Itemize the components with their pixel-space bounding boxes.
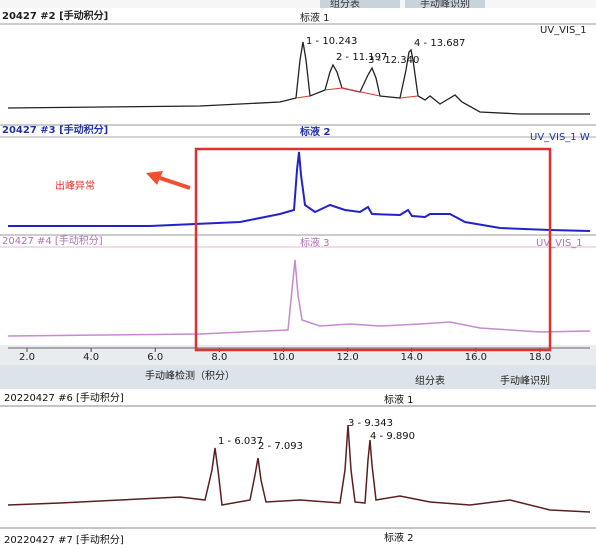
panel-header: 20220427 #6 [手动积分] bbox=[4, 391, 124, 404]
peak-label: 3 - 12.340 bbox=[368, 55, 419, 66]
panel-header: 20427 #4 [手动积分] bbox=[2, 234, 103, 247]
channel: UV_VIS_1 W bbox=[530, 132, 590, 143]
tab-bar bbox=[0, 365, 596, 389]
peak-label: 1 - 6.037 bbox=[218, 436, 263, 447]
panel-header: 20427 #3 [手动积分] bbox=[2, 123, 108, 136]
tab-label[interactable]: 手动峰识别 bbox=[500, 374, 550, 387]
channel: UV_VIS_1 bbox=[540, 25, 587, 36]
chromatogram bbox=[7, 41, 590, 115]
sample-name: 标液 1 bbox=[300, 11, 330, 24]
sample-name: 标液 2 bbox=[299, 125, 330, 138]
chromatogram bbox=[7, 424, 591, 513]
integration-baseline bbox=[295, 87, 419, 99]
x-tick-label: 4.0 bbox=[83, 352, 99, 363]
x-tick-label: 6.0 bbox=[147, 352, 163, 363]
chromatogram bbox=[8, 151, 591, 232]
x-tick-label: 18.0 bbox=[529, 352, 551, 363]
arrow-shaft bbox=[159, 176, 191, 190]
tab[interactable] bbox=[405, 0, 485, 8]
tab-label[interactable]: 组分表 bbox=[415, 374, 445, 387]
tab-label[interactable]: 手动峰识别 bbox=[420, 0, 470, 10]
panel-header: 20220427 #7 [手动积分] bbox=[4, 533, 124, 546]
panel bbox=[0, 8, 596, 125]
x-tick-label: 16.0 bbox=[465, 352, 487, 363]
peak-label: 1 - 10.243 bbox=[306, 36, 357, 47]
annotation: 出峰异常 bbox=[55, 179, 95, 192]
peak-label: 4 - 13.687 bbox=[414, 38, 465, 49]
tab[interactable] bbox=[320, 0, 400, 8]
chromatogram bbox=[7, 259, 591, 337]
x-tick-label: 12.0 bbox=[336, 352, 358, 363]
peak-label: 2 - 11.197 bbox=[336, 52, 387, 63]
sample-name: 标液 2 bbox=[384, 531, 414, 544]
panel-header: 20427 #2 [手动积分] bbox=[2, 9, 108, 22]
peak-label: 4 - 9.890 bbox=[370, 431, 415, 442]
x-ticks: 2.0 4.0 6.0 8.0 10.0 12.0 14.0 16.0 18.0 bbox=[19, 348, 551, 363]
sample-name: 标液 3 bbox=[300, 236, 330, 249]
panel bbox=[0, 125, 596, 235]
arrow-head bbox=[146, 171, 163, 185]
highlight-box bbox=[194, 147, 552, 352]
x-tick-label: 2.0 bbox=[19, 352, 35, 363]
peak-label: 2 - 7.093 bbox=[258, 441, 303, 452]
x-tick-label: 10.0 bbox=[272, 352, 294, 363]
sample-name: 标液 1 bbox=[384, 393, 414, 406]
bottom-screen-bg bbox=[0, 365, 596, 553]
x-tick-label: 14.0 bbox=[401, 352, 423, 363]
tab-label[interactable]: 手动峰检测（积分） bbox=[145, 369, 235, 382]
channel: UV_VIS_1 bbox=[536, 238, 583, 249]
tab-label[interactable]: 组分表 bbox=[330, 0, 360, 10]
peak-label: 3 - 9.343 bbox=[348, 418, 393, 429]
x-tick-label: 8.0 bbox=[211, 352, 227, 363]
